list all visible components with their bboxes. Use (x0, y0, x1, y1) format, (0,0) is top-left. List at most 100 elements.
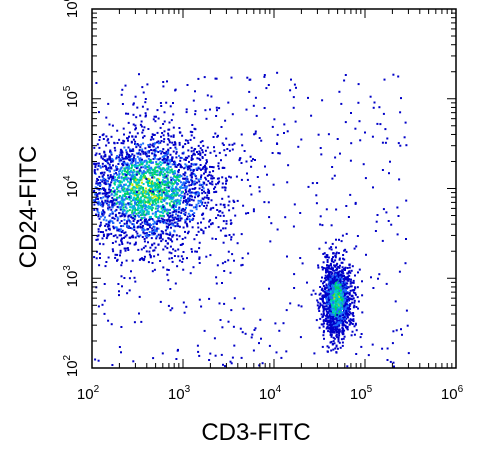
data-point (286, 130, 289, 133)
data-point (98, 152, 101, 155)
data-point (152, 142, 155, 145)
data-point (137, 194, 140, 197)
data-point (155, 173, 158, 176)
data-point (147, 200, 150, 203)
data-point (112, 225, 115, 228)
data-point (124, 157, 127, 160)
data-point (346, 272, 349, 275)
data-point (122, 190, 125, 193)
data-point (114, 253, 117, 256)
data-point (113, 194, 116, 197)
data-point (332, 276, 334, 279)
data-point (144, 220, 147, 223)
data-point (117, 201, 120, 204)
data-point (132, 220, 135, 222)
data-point (109, 200, 112, 203)
data-point (99, 179, 102, 182)
data-point (102, 209, 105, 212)
data-point (342, 277, 345, 280)
data-point (171, 223, 174, 226)
data-point (332, 348, 335, 351)
data-point (329, 262, 332, 265)
data-point (276, 228, 279, 231)
data-point (188, 165, 191, 168)
data-point (217, 162, 220, 165)
data-point (111, 177, 114, 180)
data-point (119, 228, 122, 231)
data-point (233, 344, 236, 347)
data-point (178, 169, 180, 171)
data-point (190, 157, 193, 159)
data-point (341, 284, 344, 287)
data-point (172, 187, 175, 190)
data-point (156, 200, 159, 203)
data-point (180, 243, 183, 246)
data-point (207, 201, 210, 204)
data-point (352, 306, 355, 309)
data-point (171, 260, 174, 263)
data-point (192, 99, 195, 102)
data-point (342, 289, 345, 292)
data-point (175, 192, 178, 195)
data-point (166, 227, 169, 230)
data-point (123, 146, 126, 149)
data-point (333, 297, 336, 300)
data-point (340, 102, 343, 105)
data-point (212, 136, 215, 138)
data-point (125, 174, 128, 176)
data-point (151, 227, 154, 230)
data-point (121, 229, 124, 232)
data-point (277, 152, 280, 155)
data-point (271, 152, 274, 154)
data-point (139, 234, 142, 237)
data-point (357, 307, 359, 310)
data-point (102, 133, 105, 136)
data-point (353, 247, 356, 250)
data-point (352, 315, 355, 317)
data-point (120, 326, 123, 328)
data-point (164, 229, 167, 232)
data-point (165, 101, 168, 104)
data-point (194, 193, 197, 196)
data-point (220, 126, 223, 128)
data-point (168, 171, 171, 174)
data-point (172, 204, 175, 207)
data-point (185, 305, 188, 308)
data-point (180, 209, 183, 212)
data-point (163, 197, 166, 200)
data-point (122, 127, 125, 130)
data-point (209, 108, 211, 111)
data-point (154, 150, 157, 153)
data-point (117, 184, 120, 187)
data-point (128, 167, 130, 170)
data-point (207, 191, 210, 193)
data-point (190, 173, 193, 176)
data-point (214, 186, 217, 189)
data-point (198, 262, 201, 264)
data-point (129, 177, 132, 180)
data-point (287, 164, 290, 167)
data-point (153, 255, 156, 258)
data-point (338, 315, 341, 318)
data-point (125, 222, 128, 225)
data-point (158, 184, 161, 187)
data-point (142, 136, 144, 139)
data-point (130, 169, 132, 172)
data-point (184, 230, 186, 233)
data-point (341, 278, 344, 281)
data-point (331, 299, 334, 302)
data-point (334, 322, 337, 325)
data-point (161, 150, 164, 153)
data-point (180, 157, 183, 159)
data-point (116, 186, 119, 189)
data-point (349, 318, 352, 321)
data-point (182, 301, 185, 304)
data-point (341, 266, 344, 269)
data-point (359, 336, 362, 339)
data-point (229, 271, 232, 274)
data-point (127, 121, 130, 124)
data-point (131, 211, 134, 214)
data-point (136, 170, 139, 173)
data-point (106, 197, 109, 200)
data-point (328, 300, 331, 303)
